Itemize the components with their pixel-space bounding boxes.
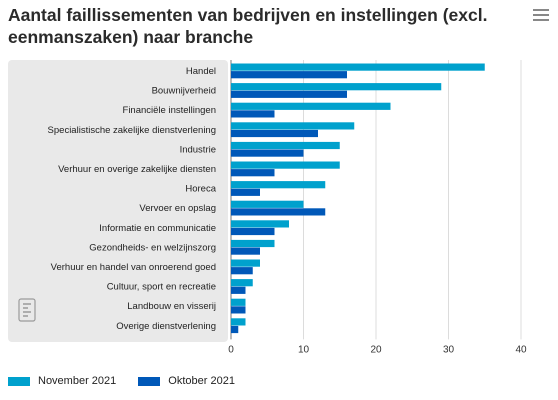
bar-november [231, 318, 246, 326]
chart-title: Aantal faillissementen van bedrijven en … [8, 5, 488, 47]
bar-oktober [231, 325, 239, 334]
category-label: Informatie en communicatie [99, 223, 216, 234]
category-label: Gezondheids- en welzijnszorg [89, 242, 216, 253]
category-label: Handel [186, 66, 216, 77]
cbs-logo-icon [18, 298, 36, 322]
bar-november [231, 259, 260, 267]
bar-november [231, 181, 326, 189]
bar-november [231, 141, 340, 150]
category-label: Financiële instellingen [123, 105, 216, 116]
legend-item-november[interactable]: November 2021 [8, 375, 116, 387]
bar-oktober [231, 306, 246, 314]
x-tick-label-10: 10 [298, 344, 310, 355]
bar-oktober [231, 149, 304, 157]
category-label: Industrie [180, 144, 216, 155]
bar-november [231, 239, 275, 248]
legend-label-november: November 2021 [38, 375, 117, 387]
category-label: Vervoer en opslag [139, 203, 216, 214]
bar-november [231, 122, 355, 130]
category-label: Verhuur en handel van onroerend goed [51, 262, 216, 273]
bar-oktober [231, 188, 260, 196]
bar-oktober [231, 267, 253, 275]
bar-oktober [231, 247, 260, 255]
bar-november [231, 200, 304, 208]
bar-oktober [231, 129, 318, 138]
category-label: Verhuur en overige zakelijke diensten [58, 164, 216, 175]
bar-oktober [231, 90, 347, 98]
bar-oktober [231, 71, 347, 79]
bar-november [231, 102, 391, 110]
bar-november [231, 220, 289, 228]
category-label: Landbouw en visserij [127, 301, 216, 312]
bar-november [231, 63, 485, 71]
x-tick-label-0: 0 [228, 344, 234, 355]
category-label: Overige dienstverlening [116, 321, 216, 332]
legend-swatch-oktober [138, 376, 161, 386]
x-tick-label-30: 30 [443, 344, 455, 355]
bar-oktober [231, 110, 275, 118]
category-label: Bouwnijverheid [152, 86, 216, 97]
legend: November 2021 Oktober 2021 [8, 372, 257, 390]
bar-november [231, 279, 253, 287]
category-label: Horeca [185, 184, 216, 195]
bar-chart: 0 10 20 30 40 Handel Bouwnijverheid Financiële … [48, 60, 527, 355]
bar-oktober [231, 208, 326, 216]
category-label-panel [8, 60, 228, 342]
x-tick-label-40: 40 [515, 344, 527, 355]
bar-oktober [231, 227, 275, 236]
bar-oktober [231, 286, 246, 294]
category-label: Specialistische zakelijke dienstverlenin… [48, 125, 216, 136]
legend-label-oktober: Oktober 2021 [168, 375, 235, 387]
category-label: Cultuur, sport en recreatie [107, 282, 216, 293]
bar-oktober [231, 169, 275, 177]
bar-november [231, 161, 340, 169]
legend-item-oktober[interactable]: Oktober 2021 [138, 375, 235, 387]
bar-november [231, 83, 442, 91]
legend-swatch-november [8, 376, 30, 386]
x-tick-label-20: 20 [370, 344, 382, 355]
bar-november [231, 298, 246, 306]
hamburger-menu-icon[interactable] [530, 6, 552, 24]
